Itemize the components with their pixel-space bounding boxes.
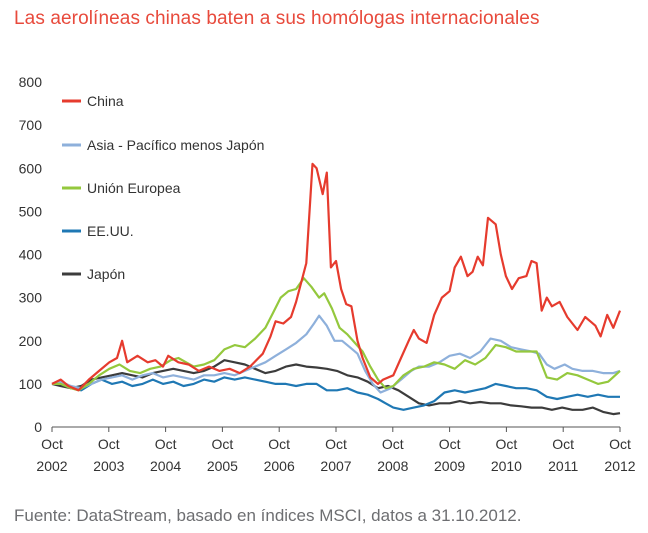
y-tick-label: 100 — [19, 376, 43, 392]
x-tick-label-year: 2006 — [264, 458, 295, 474]
x-tick-labels: Oct 2002 Oct 2003 Oct 2004 Oct 2005 Oct 2006 Oct 20… — [36, 427, 636, 474]
y-tick-label: 400 — [19, 247, 43, 263]
series-line-2 — [52, 277, 621, 392]
x-tick-label-year: 2011 — [548, 458, 578, 474]
x-tick-label-month: Oct — [98, 436, 120, 452]
y-tick-label: 500 — [19, 203, 43, 219]
y-tick-label: 700 — [19, 117, 43, 133]
x-tick-label-year: 2008 — [377, 458, 408, 474]
y-tick-label: 600 — [19, 160, 43, 176]
x-tick-label-month: Oct — [609, 436, 631, 452]
x-tick-label-month: Oct — [496, 436, 518, 452]
x-tick-label-year: 2002 — [36, 458, 67, 474]
x-tick-label-month: Oct — [212, 436, 234, 452]
y-tick-label: 300 — [19, 290, 43, 306]
x-tick-label-year: 2004 — [150, 458, 181, 474]
y-tick-label: 0 — [34, 419, 42, 435]
y-tick-labels: 0 100 200 300 400 500 600 700 800 — [19, 74, 43, 435]
legend-label: Asia - Pacífico menos Japón — [87, 137, 264, 153]
legend-label: EE.UU. — [87, 223, 134, 239]
x-tick-label-month: Oct — [41, 436, 63, 452]
source-note: Fuente: DataStream, basado en índices MS… — [14, 506, 522, 525]
x-tick-label-month: Oct — [382, 436, 404, 452]
legend-label: Japón — [87, 266, 125, 282]
x-tick-label-year: 2003 — [93, 458, 124, 474]
legend: China Asia - Pacífico menos Japón Unión Eu… — [62, 93, 264, 282]
x-tick-label-year: 2012 — [604, 458, 635, 474]
chart-title: Las aerolíneas chinas baten a sus homólo… — [14, 8, 540, 29]
legend-label: China — [87, 93, 124, 109]
y-tick-label: 200 — [19, 333, 43, 349]
x-tick-label-month: Oct — [268, 436, 290, 452]
x-tick-label-month: Oct — [439, 436, 461, 452]
x-tick-label-month: Oct — [552, 436, 574, 452]
x-tick-label-year: 2010 — [491, 458, 522, 474]
series-line-0 — [51, 162, 622, 392]
series-lines — [51, 162, 622, 416]
line-chart: 0 100 200 300 400 500 600 700 800 Oct 2002 Oct 2003… — [19, 74, 636, 474]
x-tick-label-month: Oct — [155, 436, 177, 452]
x-tick-label-month: Oct — [325, 436, 347, 452]
series-line-3 — [51, 376, 620, 411]
series-line-4 — [51, 359, 621, 416]
x-tick-label-year: 2007 — [320, 458, 351, 474]
series-line-1 — [51, 314, 621, 394]
x-tick-label-year: 2009 — [434, 458, 465, 474]
y-tick-label: 800 — [19, 74, 43, 90]
x-tick-label-year: 2005 — [207, 458, 238, 474]
legend-label: Unión Europea — [87, 180, 181, 196]
